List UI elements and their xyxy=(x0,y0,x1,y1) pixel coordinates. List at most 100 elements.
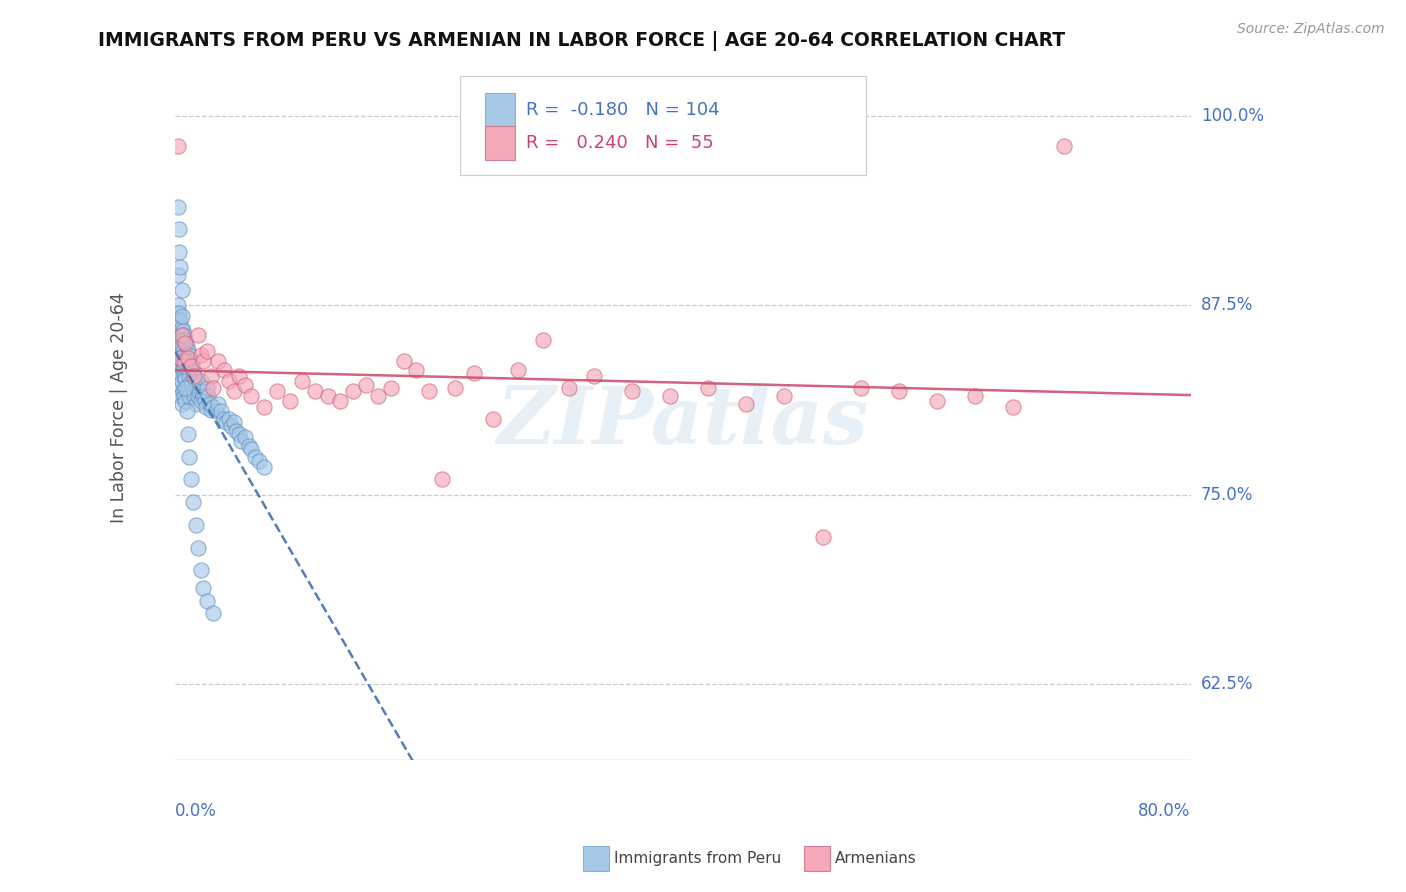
Point xyxy=(773,389,796,403)
Point xyxy=(443,381,465,395)
Point xyxy=(191,384,214,399)
Point xyxy=(735,396,758,410)
Point xyxy=(1001,400,1024,414)
Point xyxy=(173,348,195,362)
Point xyxy=(240,442,263,456)
Point xyxy=(621,384,644,399)
Point xyxy=(205,404,228,418)
Point xyxy=(172,363,194,377)
Point xyxy=(176,359,198,373)
Point xyxy=(173,369,195,384)
Point xyxy=(166,268,188,282)
Point xyxy=(166,200,188,214)
Point xyxy=(215,415,238,429)
Point xyxy=(187,328,209,343)
Point xyxy=(177,363,200,377)
Point xyxy=(167,306,190,320)
Point xyxy=(170,339,193,353)
Point xyxy=(169,260,191,275)
Point xyxy=(183,369,205,384)
Point xyxy=(278,393,301,408)
Point xyxy=(697,381,720,395)
Point xyxy=(506,363,529,377)
Point xyxy=(583,369,606,384)
Point xyxy=(173,354,195,368)
Point xyxy=(172,333,194,347)
Point xyxy=(174,351,197,366)
Point xyxy=(166,328,188,343)
Point xyxy=(531,333,554,347)
Point xyxy=(253,460,276,475)
Point xyxy=(173,389,195,403)
Point xyxy=(174,381,197,395)
Point xyxy=(218,411,240,425)
Point xyxy=(172,343,194,358)
Point xyxy=(166,351,188,366)
Point xyxy=(179,348,201,362)
Point xyxy=(887,384,910,399)
Point xyxy=(167,245,190,260)
Point xyxy=(405,363,427,377)
Point xyxy=(167,381,190,395)
Point xyxy=(240,389,263,403)
Point xyxy=(193,393,215,408)
Point xyxy=(316,389,339,403)
Point xyxy=(1053,139,1076,153)
Point xyxy=(190,348,212,362)
Text: R =  -0.180   N = 104: R = -0.180 N = 104 xyxy=(526,101,720,120)
Point xyxy=(190,393,212,408)
Point xyxy=(253,400,276,414)
Point xyxy=(180,376,202,390)
Point xyxy=(169,351,191,366)
Point xyxy=(170,328,193,343)
Point xyxy=(304,384,326,399)
Point xyxy=(184,376,207,390)
Point xyxy=(187,389,209,403)
Point xyxy=(194,400,217,414)
Point xyxy=(342,384,364,399)
Text: R =   0.240   N =  55: R = 0.240 N = 55 xyxy=(526,134,713,153)
Point xyxy=(177,426,200,441)
Point xyxy=(173,328,195,343)
Text: IMMIGRANTS FROM PERU VS ARMENIAN IN LABOR FORCE | AGE 20-64 CORRELATION CHART: IMMIGRANTS FROM PERU VS ARMENIAN IN LABO… xyxy=(98,31,1066,51)
Point xyxy=(169,336,191,351)
Point xyxy=(180,378,202,392)
Point xyxy=(963,389,986,403)
Point xyxy=(225,424,247,438)
Point xyxy=(207,396,229,410)
Point xyxy=(558,381,581,395)
Point xyxy=(190,374,212,388)
Point xyxy=(169,389,191,403)
Point xyxy=(218,374,240,388)
Point xyxy=(233,430,256,444)
Point xyxy=(197,389,219,403)
Text: Source: ZipAtlas.com: Source: ZipAtlas.com xyxy=(1237,22,1385,37)
Point xyxy=(200,369,222,384)
Point xyxy=(266,384,288,399)
Point xyxy=(238,439,260,453)
Point xyxy=(659,389,682,403)
Point xyxy=(173,359,195,373)
Point xyxy=(481,411,503,425)
Point xyxy=(169,367,191,381)
Point xyxy=(181,384,204,399)
Text: 75.0%: 75.0% xyxy=(1201,485,1253,503)
Point xyxy=(181,495,204,509)
Text: Armenians: Armenians xyxy=(835,851,917,865)
Point xyxy=(925,393,948,408)
Point xyxy=(202,400,225,414)
Point xyxy=(202,606,225,620)
Point xyxy=(190,563,212,577)
Text: 0.0%: 0.0% xyxy=(176,802,217,820)
Point xyxy=(170,283,193,297)
Point xyxy=(176,404,198,418)
Point xyxy=(166,351,188,366)
Point xyxy=(166,298,188,312)
Point xyxy=(219,419,242,434)
Point xyxy=(167,222,190,236)
Point xyxy=(193,389,215,403)
Point xyxy=(222,384,245,399)
Point xyxy=(167,359,190,373)
Point xyxy=(177,384,200,399)
Point xyxy=(184,396,207,410)
